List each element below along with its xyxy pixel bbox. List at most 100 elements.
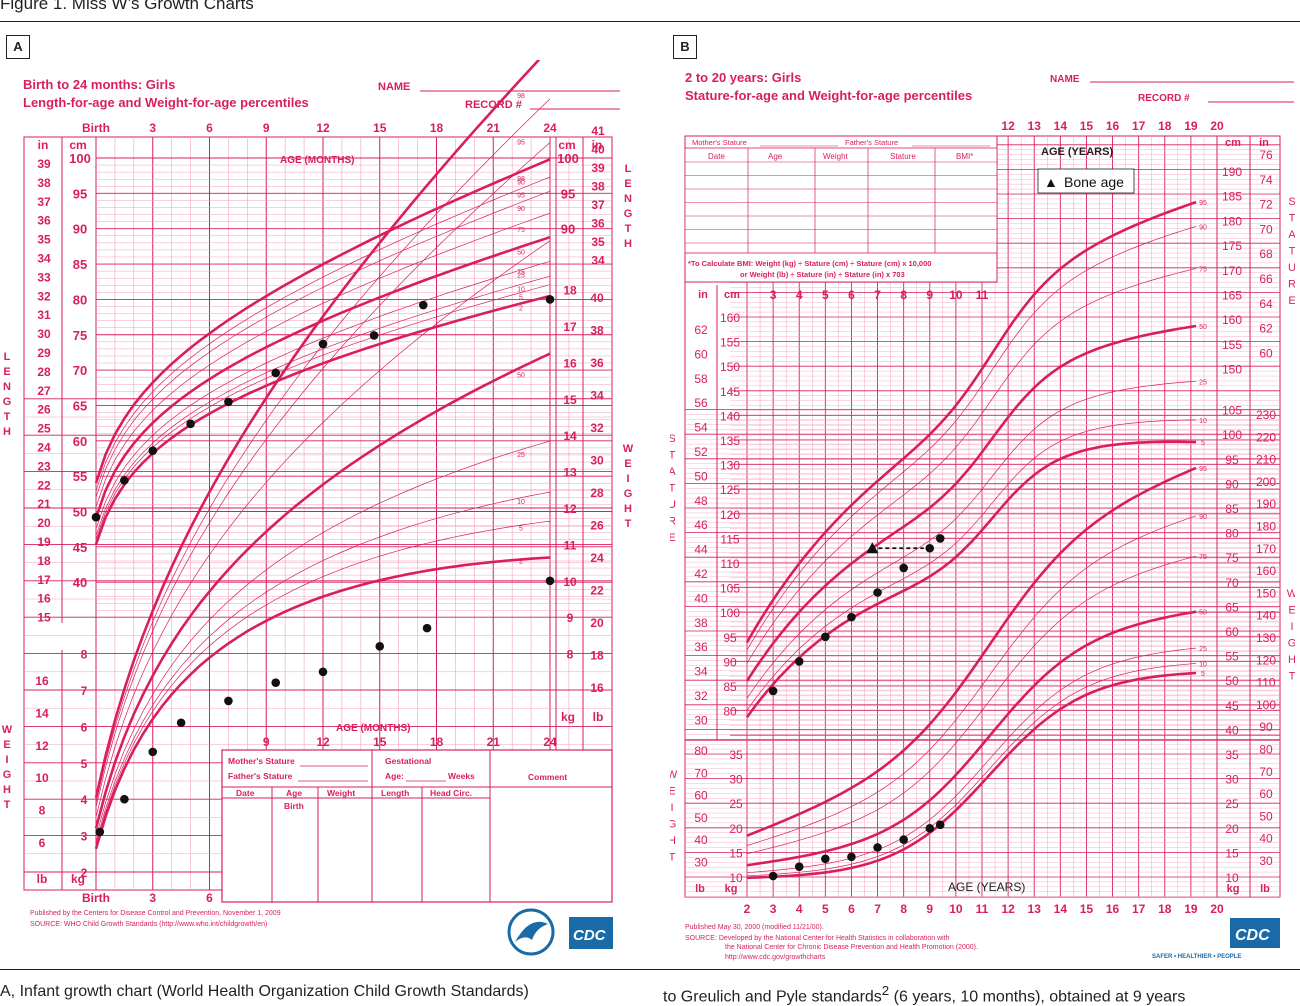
right-length-label-letter: E bbox=[624, 178, 631, 190]
weight-percentile-curve bbox=[95, 491, 551, 843]
stature-cm-tick: 145 bbox=[720, 385, 740, 399]
stature-percentile-label: 10 bbox=[1199, 418, 1207, 425]
stature-in-tick: 50 bbox=[694, 469, 708, 483]
stature-data-point bbox=[847, 612, 856, 622]
right-kg-tick: 25 bbox=[1225, 797, 1239, 811]
bottom-age-tick: 17 bbox=[1132, 902, 1146, 916]
left-weight-label-letter: W bbox=[670, 769, 678, 781]
length-in-tick: 28 bbox=[37, 365, 51, 379]
weight-data-point bbox=[148, 747, 158, 757]
right-cm-tick: 165 bbox=[1222, 289, 1242, 303]
length-percentile-label: 10 bbox=[517, 287, 525, 294]
stature-percentile-curve bbox=[746, 268, 1197, 664]
weight-percentile-curve bbox=[746, 671, 1197, 880]
length-cm-tick: 95 bbox=[73, 186, 87, 201]
chart-b-data-points bbox=[768, 534, 945, 881]
length-in-tick: 20 bbox=[37, 516, 51, 530]
stature-in-tick: 42 bbox=[694, 567, 708, 581]
bottom-rule bbox=[0, 969, 1300, 970]
table-gestational: Gestational bbox=[385, 756, 431, 766]
weight-percentile-label: 10 bbox=[517, 499, 525, 506]
right-kg-tick: 105 bbox=[1222, 404, 1242, 418]
bottom-age-tick: 12 bbox=[1001, 902, 1015, 916]
weight-percentile-label: 90 bbox=[517, 179, 525, 186]
top-age-tick: 20 bbox=[1210, 119, 1224, 133]
weight-data-point bbox=[545, 576, 555, 586]
caption-right-tail: (6 years, 10 months), obtained at 9 year… bbox=[889, 988, 1186, 1006]
length-cm-tick: 65 bbox=[73, 398, 87, 413]
length-in-tick: 26 bbox=[37, 403, 51, 417]
right-lb-tick: 160 bbox=[1256, 564, 1276, 578]
b-bmi-note1: *To Calculate BMI: Weight (kg) ÷ Stature… bbox=[688, 259, 931, 268]
length-data-point bbox=[545, 295, 555, 304]
chart-b-record-table: Mother's Stature Father's Stature Date A… bbox=[684, 135, 998, 283]
right-lb-tick: 180 bbox=[1256, 520, 1276, 534]
right-lb-tick: 210 bbox=[1256, 453, 1276, 467]
weight-data-point bbox=[318, 667, 328, 677]
chart-a-data-points bbox=[91, 295, 555, 837]
right-kg-tick: 80 bbox=[1225, 527, 1239, 541]
record-table-box bbox=[221, 749, 613, 903]
left-stature-label-letter: E bbox=[670, 532, 676, 544]
chart-b-footer4: http://www.cdc.gov/growthcharts bbox=[725, 954, 826, 961]
chart-b-footer2: SOURCE: Developed by the National Center… bbox=[685, 935, 950, 942]
chart-b-axes: 12 13 14 15 16 17 18 19 203 4 5 6 7 8 9 10 112 3 4 5 6 7 8 9 10 1… bbox=[670, 119, 1295, 916]
right-kg-tick: 10 bbox=[563, 575, 577, 589]
weight-percentile-label: 5 bbox=[519, 525, 523, 532]
length-percentile-label: 50 bbox=[517, 250, 525, 257]
top-age-tick: 15 bbox=[373, 121, 387, 135]
right-in-tick: 41 bbox=[591, 124, 605, 138]
legend-triangle-icon: ▲ bbox=[1044, 174, 1058, 190]
left-weight-label-letter: T bbox=[670, 852, 676, 864]
right-lb-tick: 36 bbox=[590, 356, 604, 370]
right-lb-tick: 30 bbox=[1259, 854, 1273, 868]
caption-right-ref: 2 bbox=[881, 983, 890, 998]
chart-b-footer1: Published May 30, 2000 (modified 11/21/0… bbox=[685, 924, 824, 931]
top-age-tick: 12 bbox=[1001, 119, 1015, 133]
bottom-age-tick: 5 bbox=[822, 902, 829, 916]
bone-age-marker bbox=[866, 542, 879, 554]
stature-cm-tick: 130 bbox=[720, 459, 740, 473]
stature-in-tick: 34 bbox=[694, 665, 708, 679]
right-lb-tick: 30 bbox=[590, 454, 604, 468]
left-length-label-letter: G bbox=[3, 396, 12, 408]
length-data-point bbox=[369, 331, 379, 340]
cdc-logo-icon: CDC bbox=[1230, 918, 1280, 948]
figure-title: Figure 1. Miss W’s Growth Charts bbox=[0, 0, 254, 13]
right-cm-tick: 150 bbox=[1222, 363, 1242, 377]
table-col-birth: Birth bbox=[284, 801, 304, 811]
stature-data-point bbox=[899, 563, 908, 573]
bottom-age-tick: 3 bbox=[149, 891, 156, 905]
mid-age-tick: 24 bbox=[543, 735, 557, 749]
weight-percentile-label: 95 bbox=[517, 140, 525, 147]
left-weight-label-letter: G bbox=[3, 769, 12, 781]
length-in-tick: 16 bbox=[37, 592, 51, 606]
mid-age-tick: 6 bbox=[848, 288, 855, 302]
right-unit-in-label: in bbox=[1259, 137, 1269, 149]
mid-age-tick: 15 bbox=[373, 735, 387, 749]
bottom-age-tick: 14 bbox=[1054, 902, 1068, 916]
child-growth-chart: 2 to 20 years: Girls Stature-for-age and… bbox=[670, 70, 1295, 961]
length-data-point bbox=[186, 419, 195, 429]
mid-age-tick: 10 bbox=[949, 288, 963, 302]
b-table-col-date: Date bbox=[708, 152, 725, 161]
length-percentile-curve bbox=[95, 275, 551, 536]
right-cm-tick: 95 bbox=[561, 186, 575, 201]
right-weight-label-letter: W bbox=[1287, 588, 1295, 600]
right-kg-tick: 55 bbox=[1225, 650, 1239, 664]
chart-b-title2: Stature-for-age and Weight-for-age perce… bbox=[685, 88, 972, 103]
top-age-tick: 21 bbox=[487, 121, 501, 135]
right-length-label-letter: N bbox=[624, 193, 632, 205]
right-unit-cm-label: cm bbox=[558, 138, 575, 152]
right-kg-tick: 10 bbox=[1225, 871, 1239, 885]
weight-data-point bbox=[120, 794, 129, 804]
left-lb-tick: 30 bbox=[694, 856, 708, 870]
left-stature-label-letter: U bbox=[670, 499, 676, 511]
length-percentile-label: 98 bbox=[517, 176, 525, 183]
right-weight-label-letter: G bbox=[1288, 638, 1295, 650]
unit-in-label: in bbox=[38, 138, 49, 152]
top-age-tick: 19 bbox=[1184, 119, 1198, 133]
stature-data-point bbox=[873, 588, 882, 597]
length-in-tick: 24 bbox=[37, 441, 51, 455]
left-lb-tick: 6 bbox=[39, 836, 46, 850]
